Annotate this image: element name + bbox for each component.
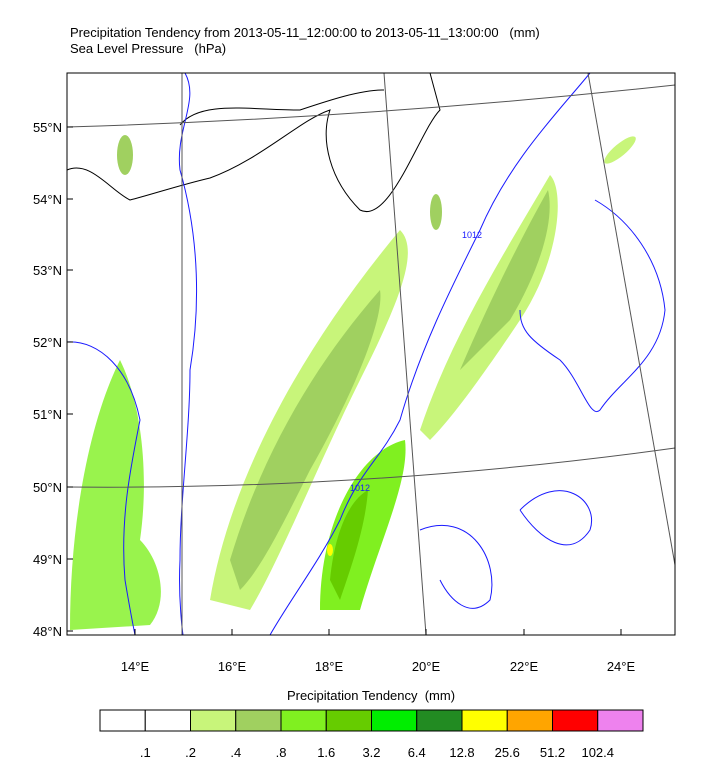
lon-label: 14°E [121,659,150,674]
meridian [383,72,427,636]
parallel [66,84,676,128]
colorbar: .1 .2 .4 .8 1.6 3.2 6.4 12.8 25.6 51.2 102.4 [99,709,644,760]
lon-label: 20°E [412,659,441,674]
lon-label: 18°E [315,659,344,674]
lat-label: 55°N [33,120,62,135]
parallel [66,447,676,488]
colorbar-box [235,709,282,732]
precip-cell [604,136,636,164]
colorbar-box [461,709,508,732]
lat-label: 49°N [33,552,62,567]
lon-label: 22°E [510,659,539,674]
meridian [587,72,676,566]
isobar [269,72,591,636]
coast-path [66,72,441,213]
colorbar-box [190,709,237,732]
colorbar-label: 1.6 [317,745,335,760]
isobar [519,490,592,546]
colorbar-box [280,709,327,732]
isobar [419,524,493,609]
colorbar-box [506,709,553,732]
map-area: 1012 1012 [66,72,676,636]
precip-band [230,290,381,590]
colorbar-label: 25.6 [495,745,520,760]
colorbar-label: 12.8 [449,745,474,760]
colorbar-box [597,709,644,732]
coast-path [179,89,385,126]
colorbar-box [144,709,191,732]
colorbar-label: 6.4 [408,745,426,760]
graticule [66,72,676,636]
colorbar-label: 3.2 [362,745,380,760]
colorbar-label: .4 [230,745,241,760]
colorbar-label: .2 [185,745,196,760]
map-frame [66,72,676,636]
pressure-contours [66,72,666,636]
colorbar-label: 51.2 [540,745,565,760]
colorbar-title: Precipitation Tendency (mm) [287,688,455,703]
title-line: Precipitation Tendency from 2013-05-11_1… [70,25,540,40]
isobar [178,72,198,636]
lat-label: 53°N [33,263,62,278]
contour-label: 1012 [350,483,370,493]
colorbar-label: 102.4 [581,745,614,760]
isobar [519,199,666,413]
precip-band [460,190,550,370]
lon-label: 16°E [218,659,247,674]
subtitle-line: Sea Level Pressure (hPa) [70,41,226,56]
lat-label: 52°N [33,335,62,350]
colorbar-label: .8 [276,745,287,760]
lon-label: 24°E [607,659,636,674]
colorbar-box [416,709,463,732]
isobar [66,341,141,636]
lat-label: 48°N [33,624,62,639]
coastline [66,72,441,213]
colorbar-box [325,709,372,732]
lat-label: 54°N [33,192,62,207]
contour-label: 1012 [462,230,482,240]
precip-cell [117,135,133,175]
colorbar-label: .1 [140,745,151,760]
lat-label: 50°N [33,480,62,495]
colorbar-box [371,709,418,732]
lat-label: 51°N [33,407,62,422]
precip-cell [430,194,442,230]
precip-band [330,490,368,600]
colorbar-box [99,709,146,732]
colorbar-box [552,709,599,732]
precip-peak [327,544,333,556]
